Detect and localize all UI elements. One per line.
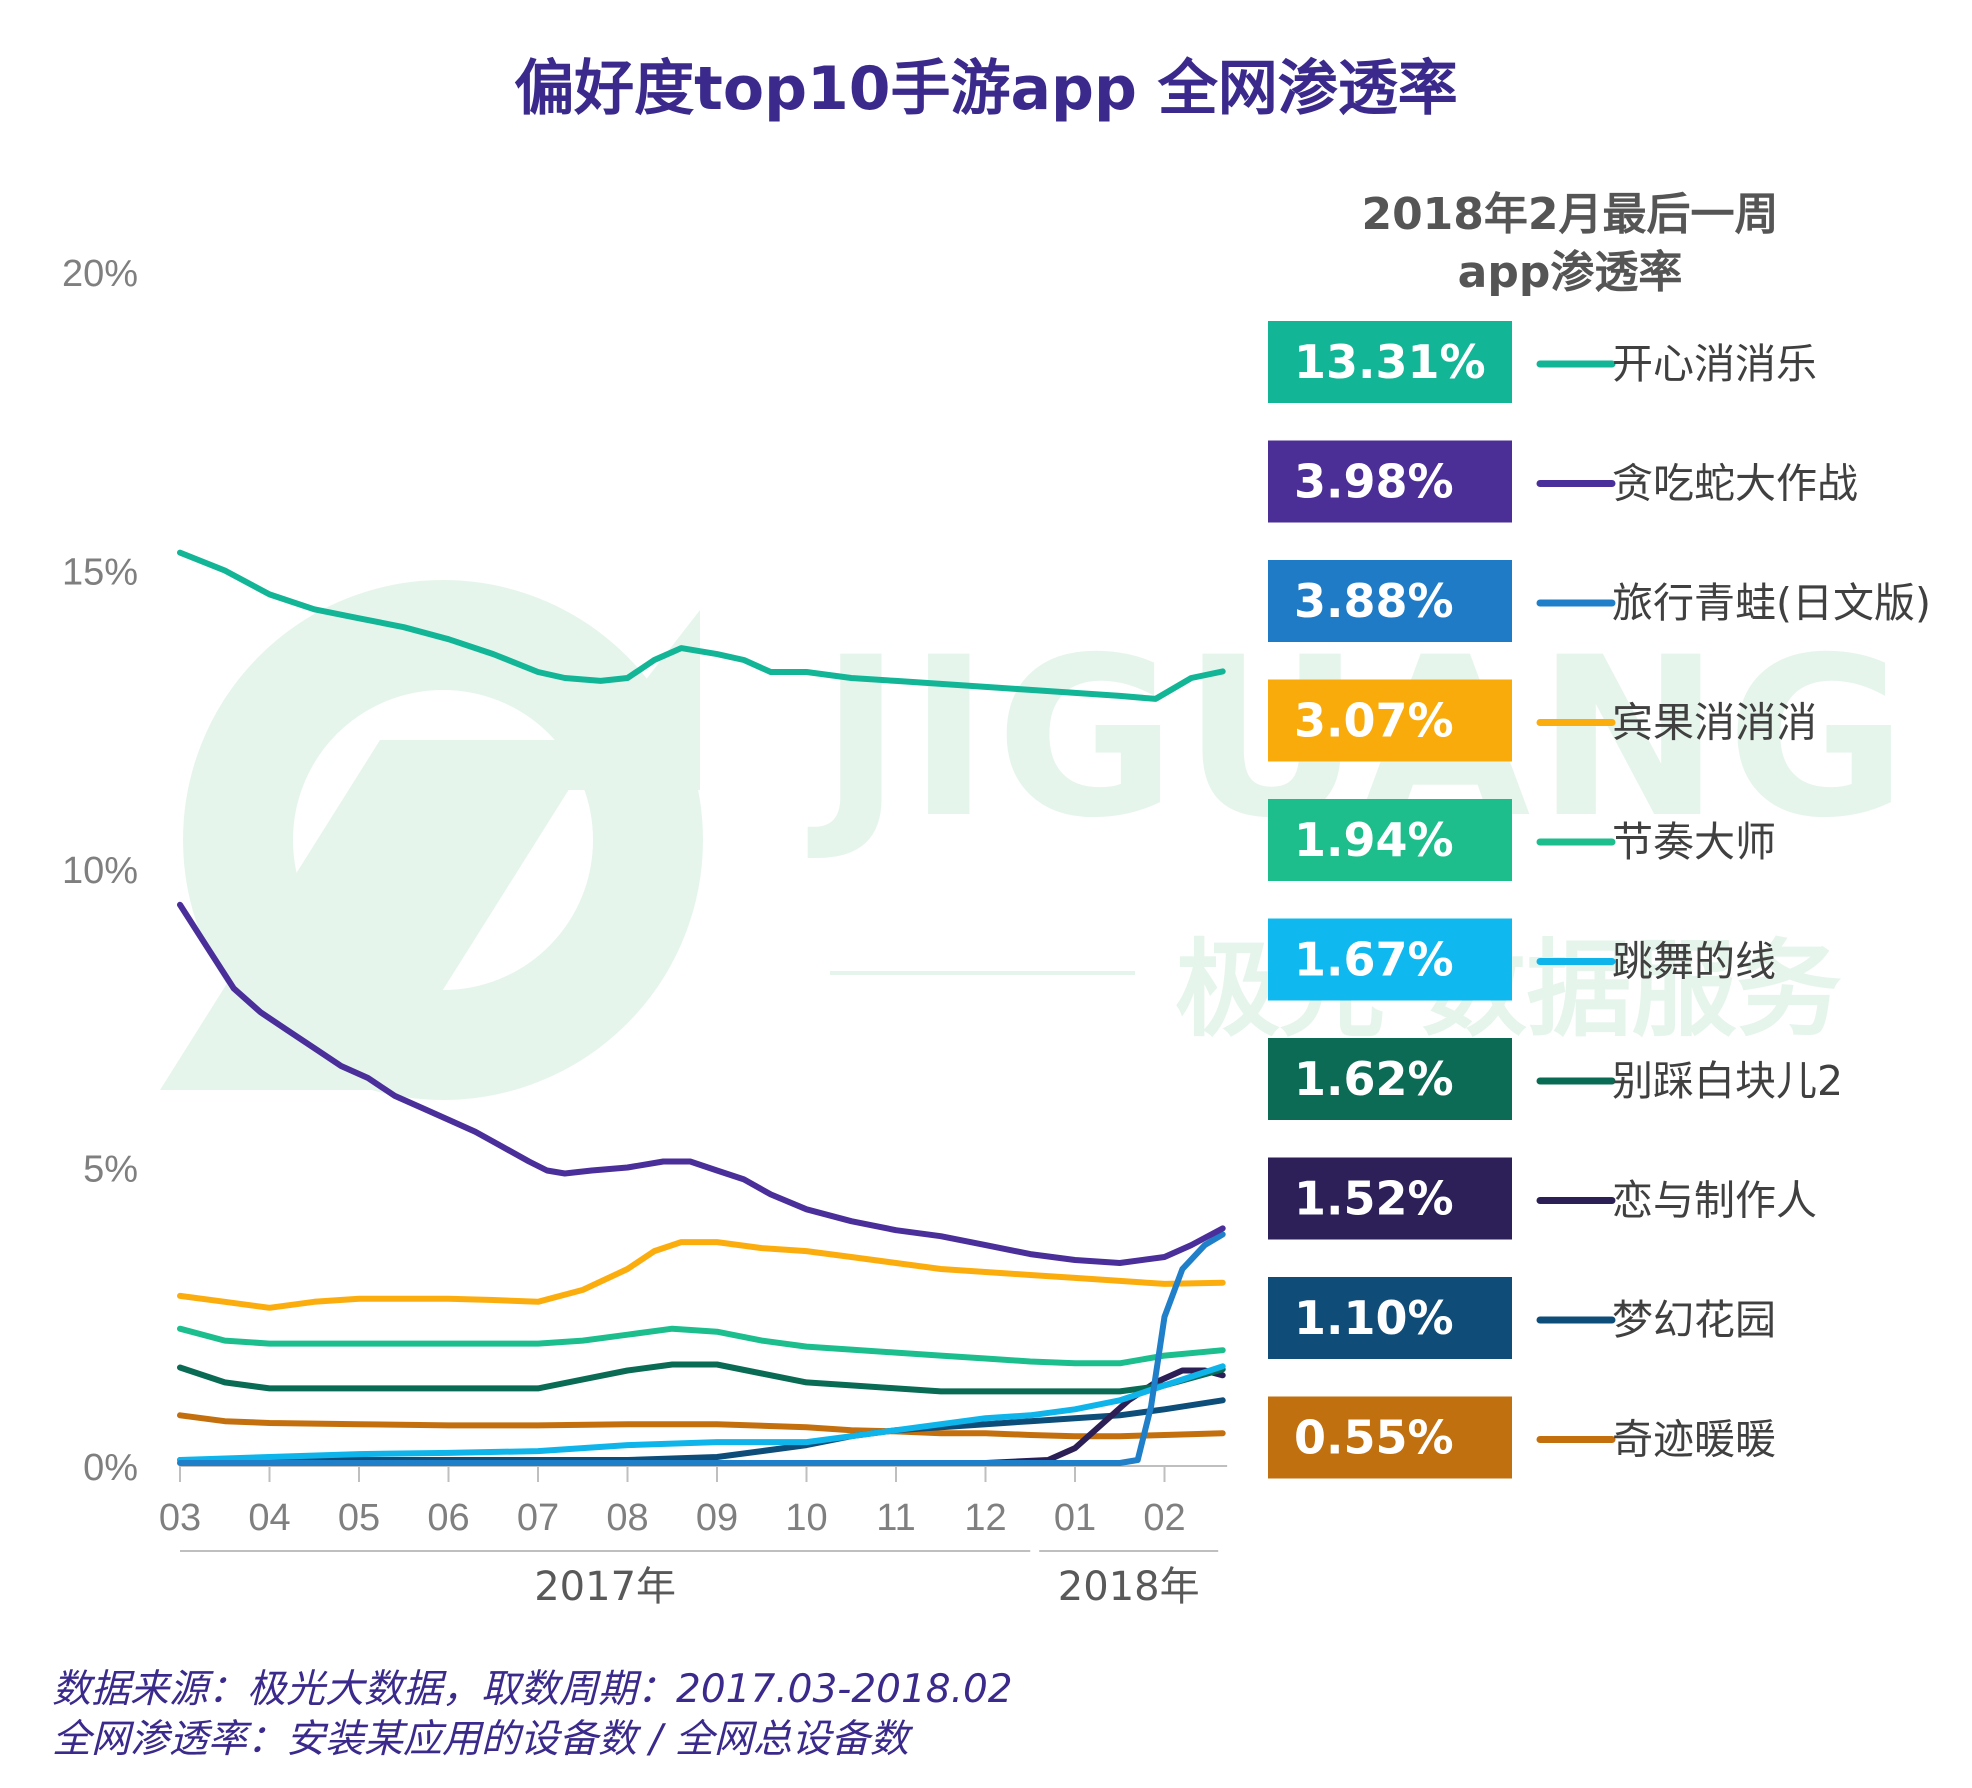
x-tick-label: 03 <box>159 1497 201 1539</box>
y-tick-label: 15% <box>62 552 138 594</box>
x-tick-label: 12 <box>964 1497 1006 1539</box>
value-box <box>1268 1157 1512 1240</box>
legend-label: 奇迹暖暖 <box>1612 1416 1776 1464</box>
series-line <box>177 1231 1226 1466</box>
value-box <box>1268 1396 1512 1479</box>
x-tick-label: 05 <box>338 1497 380 1539</box>
value-label: 0.55% <box>1294 1411 1454 1465</box>
value-box <box>1268 1277 1512 1359</box>
legend-label: 宾果消消消 <box>1612 699 1817 747</box>
y-tick-label: 5% <box>83 1149 138 1191</box>
x-tick-label: 06 <box>427 1497 469 1539</box>
value-label: 3.88% <box>1294 574 1454 628</box>
value-box <box>1268 679 1512 762</box>
footer-source: 数据来源：极光大数据，取数周期：2017.03-2018.02 <box>52 1667 1013 1712</box>
panel-title-line1: 2018年2月最后一周 <box>1361 189 1779 240</box>
legend-label: 恋与制作人 <box>1612 1177 1817 1225</box>
series-line <box>177 1239 1226 1311</box>
value-label: 1.10% <box>1294 1291 1454 1345</box>
value-box <box>1268 560 1512 642</box>
chart-title: 偏好度top10手游app 全网渗透率 <box>514 54 1458 124</box>
x-tick-label: 07 <box>517 1497 559 1539</box>
value-box <box>1268 440 1512 523</box>
series-line <box>177 1325 1226 1367</box>
value-label: 3.07% <box>1294 694 1454 748</box>
x-tick-label: 01 <box>1054 1497 1096 1539</box>
series-line <box>177 1363 1226 1463</box>
year-label: 2018年 <box>1058 1564 1200 1610</box>
value-label: 1.62% <box>1294 1052 1454 1106</box>
footer-definition: 全网渗透率：安装某应用的设备数 / 全网总设备数 <box>52 1717 909 1762</box>
x-tick-label: 02 <box>1143 1497 1185 1539</box>
series-line <box>177 549 1226 702</box>
value-box <box>1268 799 1512 881</box>
series-line <box>177 1412 1226 1440</box>
x-tick-label: 10 <box>785 1497 827 1539</box>
legend-label: 别踩白块儿2 <box>1612 1057 1843 1105</box>
year-label: 2017年 <box>534 1564 676 1610</box>
value-box <box>1268 1038 1512 1120</box>
legend-label: 节奏大师 <box>1612 818 1776 866</box>
y-tick-label: 0% <box>83 1447 138 1489</box>
panel-title-line2: app渗透率 <box>1457 247 1683 298</box>
legend-label: 开心消消乐 <box>1612 340 1817 388</box>
legend-label: 梦幻花园 <box>1612 1296 1776 1344</box>
x-tick-label: 08 <box>606 1497 648 1539</box>
y-tick-label: 20% <box>62 253 138 295</box>
x-tick-label: 04 <box>248 1497 290 1539</box>
series-line <box>177 1361 1226 1395</box>
value-label: 1.52% <box>1294 1172 1454 1226</box>
value-label: 1.94% <box>1294 813 1454 867</box>
value-box <box>1268 321 1512 403</box>
series-line <box>177 901 1226 1266</box>
value-box <box>1268 918 1512 1001</box>
x-tick-label: 09 <box>696 1497 738 1539</box>
x-tick-label: 11 <box>876 1497 915 1539</box>
value-label: 1.67% <box>1294 933 1454 987</box>
y-tick-label: 10% <box>62 850 138 892</box>
value-label: 3.98% <box>1294 455 1454 509</box>
legend-label: 跳舞的线 <box>1612 938 1776 986</box>
legend-label: 旅行青蛙(日文版) <box>1612 579 1931 627</box>
legend-label: 贪吃蛇大作战 <box>1612 460 1858 508</box>
value-label: 13.31% <box>1294 335 1486 389</box>
